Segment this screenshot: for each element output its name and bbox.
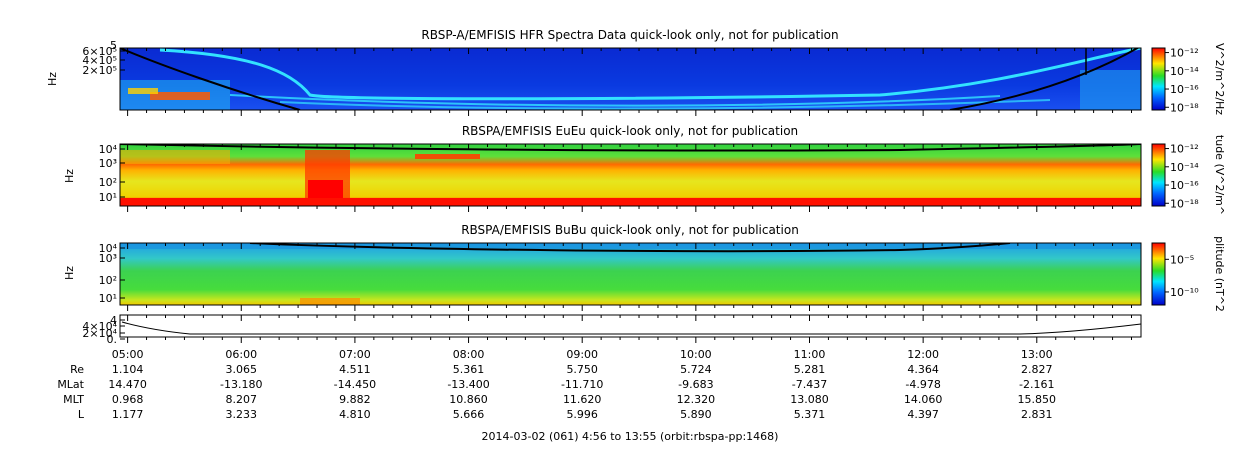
y-tick-label: 10³ — [99, 252, 117, 265]
panel3-spectrogram — [120, 243, 1141, 305]
time-tick-label: 11:00 — [794, 348, 826, 361]
time-tick-label: 13:00 — [1021, 348, 1053, 361]
y-tick-label: 2×10⁴ — [82, 327, 117, 340]
colorbar-tick-label: 10⁻¹² — [1170, 47, 1199, 60]
y-tick-label: 10¹ — [99, 292, 117, 305]
ephemeris-value: 3.065 — [226, 363, 258, 376]
ephemeris-value: -14.450 — [334, 378, 376, 391]
colorbar-tick-label: 10⁻¹⁶ — [1170, 83, 1199, 96]
time-tick-label: 06:00 — [225, 348, 257, 361]
ephemeris-value: 5.666 — [453, 408, 485, 421]
ephemeris-value: 13.080 — [790, 393, 829, 406]
ephemeris-value: -11.710 — [561, 378, 603, 391]
panel3-frame — [119, 242, 1142, 306]
panel1-title: RBSP-A/EMFISIS HFR Spectra Data quick-lo… — [421, 28, 838, 42]
ephemeris-value: -2.161 — [1019, 378, 1054, 391]
ephemeris-value: 4.511 — [339, 363, 371, 376]
time-tick-label: 10:00 — [680, 348, 712, 361]
ephemeris-value: -4.978 — [905, 378, 940, 391]
y-tick-label: 10² — [99, 274, 117, 287]
colorbar-tick-label: 10⁻¹⁶ — [1170, 179, 1199, 192]
ephemeris-value: 0.968 — [112, 393, 144, 406]
y-tick-label: 0. — [107, 333, 118, 346]
colorbar-tick-label: 10⁻¹⁴ — [1170, 161, 1199, 174]
ephemeris-value: 1.177 — [112, 408, 144, 421]
colorbar-tick-label: 10⁻¹² — [1170, 143, 1199, 156]
ephemeris-value: 2.831 — [1021, 408, 1053, 421]
panel1-frame — [119, 47, 1142, 111]
ephemeris-value: 4.364 — [907, 363, 939, 376]
time-tick-label: 08:00 — [453, 348, 485, 361]
colorbar-tick-label: 10⁻¹⁴ — [1170, 65, 1199, 78]
panel2-frame — [119, 143, 1142, 207]
time-tick-label: 12:00 — [907, 348, 939, 361]
ephemeris-value: 10.860 — [449, 393, 488, 406]
generated-marks: 05:00 1.104 14.470 0.968 1.177 06:00 3.065 -13.… — [57, 39, 1199, 421]
ephemeris-value: 8.207 — [226, 393, 258, 406]
ephemeris-value: 14.470 — [108, 378, 147, 391]
ephemeris-value: 2.827 — [1021, 363, 1053, 376]
ephemeris-value: -13.180 — [220, 378, 262, 391]
y-tick-label: 10⁴ — [99, 242, 118, 255]
ephemeris-row-label: MLat — [57, 378, 84, 391]
panel4-line-plot — [119, 314, 1142, 338]
panel3-ylabel: Hz — [63, 266, 76, 280]
ephemeris-value: 11.620 — [563, 393, 602, 406]
y-tick-label: 4 — [110, 314, 117, 327]
ephemeris-value: 12.320 — [677, 393, 716, 406]
y-tick-label: 2×10⁵ — [82, 64, 117, 77]
ephemeris-value: 9.882 — [339, 393, 371, 406]
time-tick-label: 07:00 — [339, 348, 371, 361]
y-tick-label: 10⁴ — [99, 143, 118, 156]
colorbar-tick-label: 10⁻¹⁰ — [1170, 286, 1199, 299]
footer-orbit-info: 2014-03-02 (061) 4:56 to 13:55 (orbit:rb… — [482, 430, 779, 443]
ephemeris-value: 5.996 — [566, 408, 598, 421]
colorbar2-label: tude (V^2/m^ — [1213, 135, 1226, 215]
ephemeris-value: 5.750 — [566, 363, 598, 376]
colorbar-1: V^2/m^2/Hz — [1151, 43, 1226, 115]
ephemeris-value: 14.060 — [904, 393, 943, 406]
ephemeris-value: 5.724 — [680, 363, 712, 376]
ephemeris-value: 1.104 — [112, 363, 144, 376]
ephemeris-value: 3.233 — [226, 408, 258, 421]
colorbar3-label: plitude (nT^2 — [1213, 236, 1226, 312]
ephemeris-value: 4.810 — [339, 408, 371, 421]
ephemeris-value: 5.371 — [794, 408, 826, 421]
ephemeris-value: 15.850 — [1018, 393, 1057, 406]
colorbar-2: tude (V^2/m^ — [1151, 135, 1226, 215]
ephemeris-row-label: L — [78, 408, 85, 421]
panel2-title: RBSPA/EMFISIS EuEu quick-look only, not … — [462, 124, 798, 138]
ephemeris-value: -9.683 — [678, 378, 713, 391]
y-tick-label: 4×10⁴ — [82, 320, 117, 333]
panel2-ylabel: Hz — [63, 169, 76, 183]
ephemeris-value: -13.400 — [447, 378, 489, 391]
y-tick-label: 6×10⁵ — [82, 45, 117, 58]
ephemeris-row-label: MLT — [63, 393, 84, 406]
ephemeris-value: 5.890 — [680, 408, 712, 421]
ephemeris-value: 5.281 — [794, 363, 826, 376]
y-tick-label: 10² — [99, 176, 117, 189]
panel1-ylabel: Hz — [46, 72, 59, 86]
colorbar1-label: V^2/m^2/Hz — [1213, 43, 1226, 115]
ephemeris-row-label: Re — [70, 363, 84, 376]
time-tick-label: 05:00 — [112, 348, 144, 361]
panel1-spectrogram — [120, 48, 1141, 110]
panel2-spectrogram — [120, 144, 1141, 206]
colorbar-tick-label: 10⁻¹⁸ — [1170, 101, 1199, 114]
colorbar-tick-label: 10⁻¹⁸ — [1170, 197, 1199, 210]
y-tick-label: 10¹ — [99, 191, 117, 204]
panel3-title: RBSPA/EMFISIS BuBu quick-look only, not … — [461, 223, 799, 237]
colorbar-3: plitude (nT^2 — [1151, 236, 1226, 312]
y-tick-label: 5 — [110, 39, 117, 52]
y-tick-label: 4×10⁵ — [82, 54, 117, 67]
y-tick-label: 10³ — [99, 157, 117, 170]
time-tick-label: 09:00 — [566, 348, 598, 361]
colorbar-tick-label: 10⁻⁵ — [1170, 253, 1194, 266]
ephemeris-value: 5.361 — [453, 363, 485, 376]
ephemeris-value: 4.397 — [907, 408, 939, 421]
ephemeris-value: -7.437 — [792, 378, 827, 391]
